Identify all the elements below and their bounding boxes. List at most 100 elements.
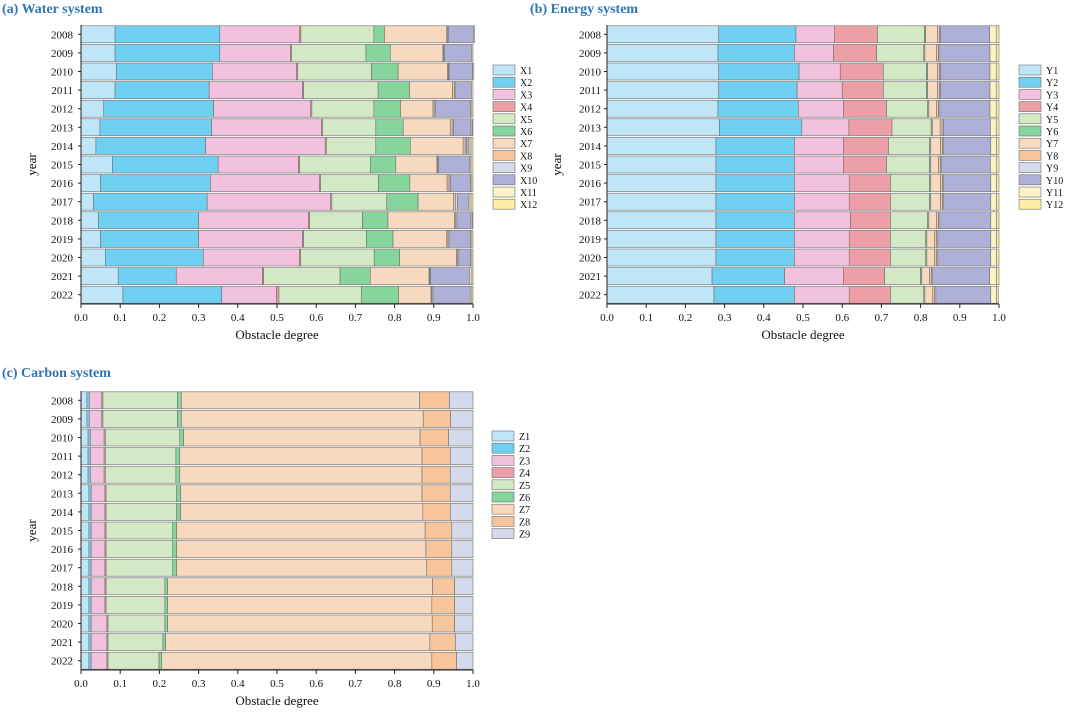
bar-segment-X2-2012 <box>103 99 214 118</box>
bar-segment-X12-2017 <box>470 192 474 211</box>
x-tick-label: 0.7 <box>349 312 363 324</box>
legend-swatch-X5 <box>492 113 516 125</box>
bar-segment-X10-2018 <box>456 211 472 230</box>
bar-segment-Z3-2011 <box>90 447 105 465</box>
bar-segment-X7-2012 <box>400 99 434 118</box>
x-tick-label: 0.0 <box>74 312 88 324</box>
bar-segment-Y5-2008 <box>877 25 925 44</box>
legend-swatch-Y7 <box>1018 137 1042 149</box>
bar-segment-X7-2017 <box>417 192 454 211</box>
legend-swatch-Y2 <box>1018 76 1042 88</box>
bar-segment-Y12-2015 <box>995 155 1000 174</box>
bar-segment-Z1-2011 <box>80 447 89 465</box>
bar-segment-X3-2009 <box>219 44 291 62</box>
bar-segment-Z9-2015 <box>451 521 474 540</box>
bar-row-2016 <box>80 174 474 192</box>
bar-segment-X10-2013 <box>453 118 472 137</box>
legend-label-X10: X10 <box>520 176 537 187</box>
bar-segment-X11-2008 <box>473 25 475 44</box>
y-tick-label: 2013 <box>579 122 602 134</box>
bar-segment-X7-2015 <box>395 155 438 174</box>
bar-segment-Y7-2022 <box>924 285 934 304</box>
bar-segment-X3-2010 <box>212 62 297 81</box>
legend-swatch-X9 <box>492 162 516 173</box>
bar-segment-Y2-2022 <box>713 285 795 304</box>
bar-segment-Y5-2017 <box>890 192 930 211</box>
bar-segment-Z2-2017 <box>88 558 92 577</box>
bar-row-2016 <box>606 174 1000 192</box>
bar-segment-Z2-2015 <box>88 521 92 540</box>
legend-label-Z8: Z8 <box>519 517 530 528</box>
x-tick-label: 0.9 <box>427 312 441 324</box>
bar-segment-Z7-2016 <box>176 540 427 558</box>
bar-segment-Y5-2015 <box>886 155 930 174</box>
bar-segment-X5-2009 <box>291 44 367 62</box>
bar-segment-Z1-2014 <box>80 503 90 521</box>
y-axis-label: year <box>24 153 39 176</box>
bar-segment-X6-2015 <box>369 155 397 174</box>
bar-segment-Z7-2019 <box>167 596 433 614</box>
bar-segment-Z9-2018 <box>454 577 474 596</box>
bar-segment-Y4-2020 <box>848 248 891 267</box>
bar-row-2021 <box>606 267 1000 285</box>
y-tick-label: 2017 <box>579 197 602 209</box>
bar-segment-X2-2010 <box>115 62 213 81</box>
x-tick-label: 0.8 <box>388 678 402 690</box>
bar-segment-Y5-2011 <box>883 81 927 99</box>
bar-row-2008 <box>606 25 1000 44</box>
bar-segment-Y12-2016 <box>996 174 1000 192</box>
bar-segment-X1-2009 <box>80 44 116 62</box>
bar-segment-Z8-2019 <box>431 596 455 614</box>
bar-segment-Z3-2008 <box>88 391 103 410</box>
legend-label-Y8: Y8 <box>1046 151 1058 162</box>
bar-segment-X7-2019 <box>392 230 448 248</box>
y-tick-label: 2015 <box>51 160 74 172</box>
legend-swatch-Y11 <box>1018 186 1042 198</box>
bar-segment-Y7-2021 <box>921 267 930 285</box>
bar-segment-Y7-2018 <box>928 211 937 230</box>
bar-segment-Y5-2009 <box>876 44 925 62</box>
bar-segment-X6-2017 <box>386 192 419 211</box>
bar-segment-Y4-2021 <box>843 267 885 285</box>
legend-label-X12: X12 <box>520 200 537 211</box>
bar-segment-Z5-2014 <box>105 503 177 521</box>
bar-segment-X3-2021 <box>175 267 263 285</box>
bar-segment-Z6-2016 <box>172 540 177 558</box>
bar-segment-X1-2012 <box>80 99 105 118</box>
bar-segment-X7-2011 <box>409 81 453 99</box>
bar-segment-Z1-2018 <box>80 577 90 596</box>
x-tick-label: 1.0 <box>466 678 480 690</box>
legend-swatch-Z3 <box>491 455 515 466</box>
bar-row-2009 <box>606 44 1000 62</box>
y-tick-label: 2011 <box>51 451 73 463</box>
bar-segment-Z5-2016 <box>105 540 174 558</box>
bar-segment-Y11-2015 <box>990 155 997 174</box>
legend-label-X5: X5 <box>520 115 532 126</box>
legend-label-Y11: Y11 <box>1046 188 1063 199</box>
bar-segment-X2-2017 <box>93 192 208 211</box>
bar-segment-Z2-2008 <box>86 391 90 410</box>
bar-segment-Z1-2020 <box>80 614 90 633</box>
x-tick-label: 0.5 <box>270 678 284 690</box>
y-tick-label: 2008 <box>579 29 602 41</box>
bar-segment-Y1-2016 <box>606 174 717 192</box>
bar-segment-X10-2019 <box>448 230 471 248</box>
legend-swatch-Y6 <box>1018 125 1042 137</box>
bar-segment-Z9-2009 <box>450 410 474 428</box>
bar-row-2019 <box>606 230 1000 248</box>
bar-segment-Y2-2010 <box>718 62 800 81</box>
bar-segment-Z8-2022 <box>431 651 457 670</box>
bar-segment-Z3-2009 <box>88 410 103 428</box>
bar-segment-X2-2021 <box>117 267 177 285</box>
bar-segment-X6-2012 <box>373 99 401 118</box>
bar-segment-Z7-2014 <box>180 503 424 521</box>
bar-segment-Z6-2013 <box>176 484 181 503</box>
bar-segment-X7-2014 <box>409 137 464 155</box>
legend-label-X6: X6 <box>520 127 532 138</box>
bar-segment-X12-2016 <box>471 174 474 192</box>
bar-segment-Z8-2017 <box>426 558 453 577</box>
legend-swatch-X3 <box>492 89 516 100</box>
bar-segment-X10-2015 <box>438 155 471 174</box>
bar-segment-Z8-2009 <box>422 410 451 428</box>
